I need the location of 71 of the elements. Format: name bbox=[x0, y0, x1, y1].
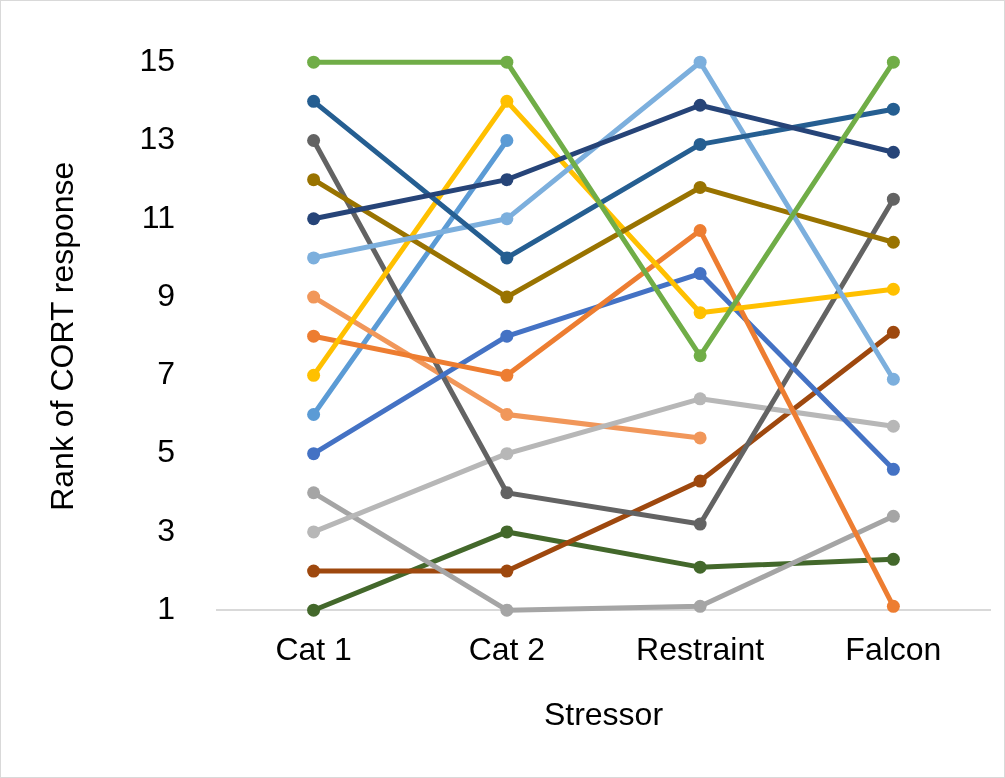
y-tick-label: 13 bbox=[139, 120, 175, 157]
point bbox=[886, 462, 900, 476]
point bbox=[500, 603, 514, 617]
point bbox=[693, 224, 707, 238]
y-tick-label: 1 bbox=[157, 590, 175, 627]
y-tick-label: 11 bbox=[141, 198, 175, 235]
x-tick-label: Falcon bbox=[845, 631, 942, 668]
point bbox=[886, 192, 900, 206]
x-tick-label: Cat 2 bbox=[468, 631, 546, 668]
point bbox=[693, 560, 707, 574]
point bbox=[307, 525, 321, 539]
point bbox=[886, 235, 900, 249]
point bbox=[307, 603, 321, 617]
point bbox=[693, 599, 707, 613]
y-axis-title: Rank of CORT response bbox=[44, 161, 81, 511]
point bbox=[307, 368, 321, 382]
point bbox=[500, 290, 514, 304]
point bbox=[500, 55, 514, 69]
point bbox=[307, 94, 321, 108]
point bbox=[500, 133, 514, 147]
point bbox=[693, 180, 707, 194]
point bbox=[307, 133, 321, 147]
point bbox=[500, 212, 514, 226]
point bbox=[307, 212, 321, 226]
point bbox=[500, 447, 514, 461]
point bbox=[693, 98, 707, 112]
point bbox=[307, 447, 321, 461]
point bbox=[500, 368, 514, 382]
point bbox=[693, 431, 707, 445]
point bbox=[886, 419, 900, 433]
point bbox=[307, 173, 321, 187]
point bbox=[500, 251, 514, 265]
y-tick-label: 3 bbox=[157, 511, 175, 548]
point bbox=[693, 517, 707, 531]
point bbox=[500, 329, 514, 343]
point bbox=[307, 564, 321, 578]
point bbox=[693, 306, 707, 320]
point bbox=[500, 486, 514, 500]
point bbox=[693, 392, 707, 406]
x-tick-label: Restraint bbox=[636, 631, 765, 668]
point bbox=[307, 407, 321, 421]
x-axis-title: Stressor bbox=[543, 695, 664, 732]
point bbox=[693, 137, 707, 151]
point bbox=[886, 145, 900, 159]
y-tick-label: 9 bbox=[157, 276, 175, 313]
y-tick-label: 15 bbox=[139, 42, 175, 79]
point bbox=[307, 329, 321, 343]
point bbox=[693, 267, 707, 281]
point bbox=[500, 173, 514, 187]
point bbox=[307, 55, 321, 69]
point bbox=[886, 282, 900, 296]
point bbox=[886, 552, 900, 566]
point bbox=[500, 407, 514, 421]
point bbox=[693, 349, 707, 363]
point bbox=[886, 372, 900, 386]
point bbox=[693, 474, 707, 488]
point bbox=[500, 94, 514, 108]
y-tick-label: 7 bbox=[157, 355, 175, 392]
point bbox=[307, 290, 321, 304]
point bbox=[886, 509, 900, 523]
point bbox=[307, 486, 321, 500]
point bbox=[693, 55, 707, 69]
point bbox=[886, 102, 900, 116]
point bbox=[886, 55, 900, 69]
point bbox=[886, 325, 900, 339]
point bbox=[500, 564, 514, 578]
point bbox=[500, 525, 514, 539]
x-tick-label: Cat 1 bbox=[275, 631, 352, 668]
y-tick-label: 5 bbox=[157, 433, 175, 470]
point bbox=[307, 251, 321, 265]
point bbox=[886, 599, 900, 613]
